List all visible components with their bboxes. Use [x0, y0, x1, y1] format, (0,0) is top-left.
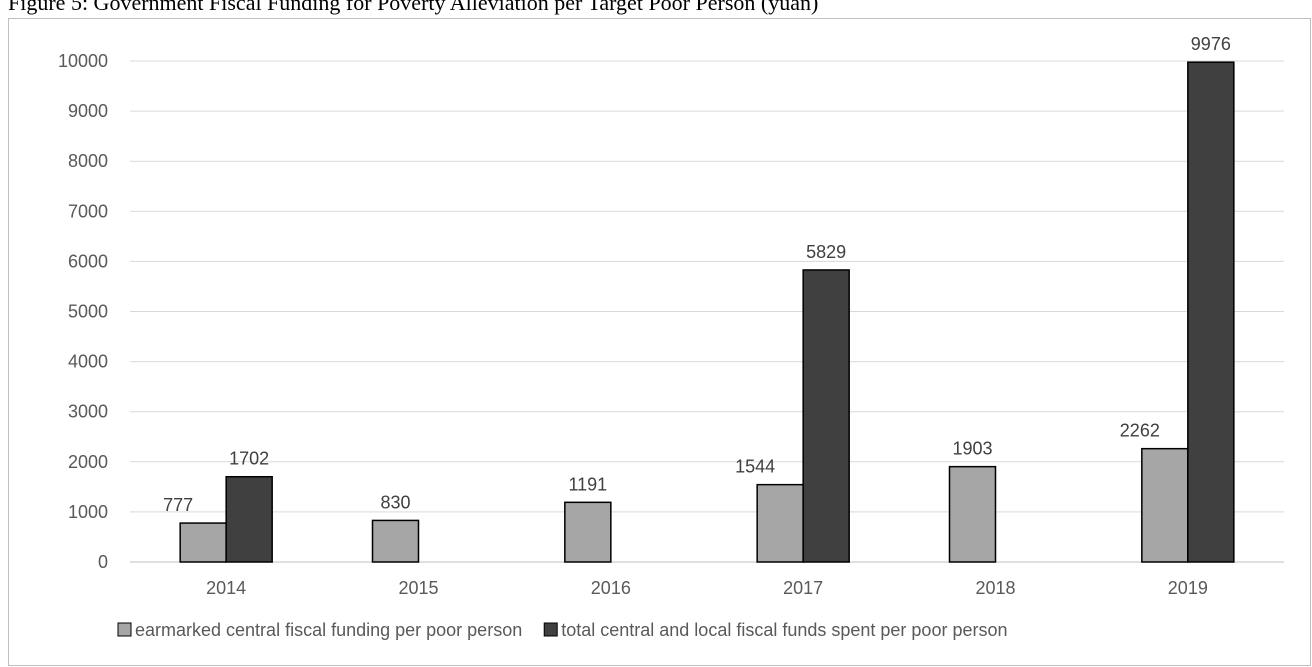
y-tick-label: 8000: [68, 151, 108, 171]
y-tick-label: 7000: [68, 201, 108, 221]
legend-swatch: [117, 622, 132, 637]
data-label: 1544: [735, 457, 775, 477]
bar-total-2019: [1187, 61, 1235, 563]
x-tick-label: 2016: [591, 578, 631, 598]
bar-earmarked-2015: [371, 519, 420, 563]
y-tick-label: 1000: [68, 502, 108, 522]
x-axis-ticks: 2014 2015 2016 2017 2018 2019: [206, 578, 1208, 598]
data-label: 1191: [568, 474, 607, 494]
legend-label: total central and local fiscal funds spe…: [561, 620, 1007, 640]
x-tick-label: 2017: [783, 578, 823, 598]
data-label: 9976: [1191, 34, 1231, 54]
chart-frame: [8, 18, 1311, 666]
data-label: 830: [380, 492, 410, 512]
bar-total-2017: [802, 269, 850, 563]
x-tick-label: 2014: [206, 578, 246, 598]
bar-earmarked-2014: [179, 522, 227, 563]
y-tick-label: 10000: [58, 51, 108, 71]
y-tick-label: 3000: [68, 402, 108, 422]
data-label: 777: [163, 495, 193, 515]
bar-earmarked-2016: [564, 501, 612, 563]
bar-earmarked-2017: [756, 483, 804, 563]
bar-earmarked-2019: [1141, 447, 1189, 563]
data-labels: 777 1702 830 1191 1544 5829 1903 2262 9976: [163, 34, 1231, 515]
legend-swatch: [543, 622, 558, 637]
bar-total-2014: [225, 475, 273, 563]
bars: [179, 61, 1235, 563]
data-label: 1702: [229, 449, 269, 469]
bar-earmarked-2018: [948, 465, 997, 563]
data-label: 2262: [1120, 421, 1160, 441]
x-tick-label: 2019: [1168, 578, 1208, 598]
y-tick-label: 5000: [68, 302, 108, 322]
gridlines: [130, 60, 1284, 563]
chart-title: Figure 5: Government Fiscal Funding for …: [8, 0, 819, 15]
x-tick-label: 2018: [975, 578, 1015, 598]
y-tick-label: 9000: [68, 101, 108, 121]
x-tick-label: 2015: [398, 578, 438, 598]
legend: earmarked central fiscal funding per poo…: [117, 620, 1007, 640]
y-tick-label: 6000: [68, 251, 108, 271]
y-tick-label: 0: [98, 552, 108, 572]
y-axis-ticks: 0 1000 2000 3000 4000 5000 6000 7000 8000 9000 100…: [58, 51, 108, 572]
y-tick-label: 4000: [68, 352, 108, 372]
y-tick-label: 2000: [68, 452, 108, 472]
data-label: 5829: [806, 242, 846, 262]
legend-label: earmarked central fiscal funding per poo…: [135, 620, 522, 640]
data-label: 1903: [952, 439, 992, 459]
